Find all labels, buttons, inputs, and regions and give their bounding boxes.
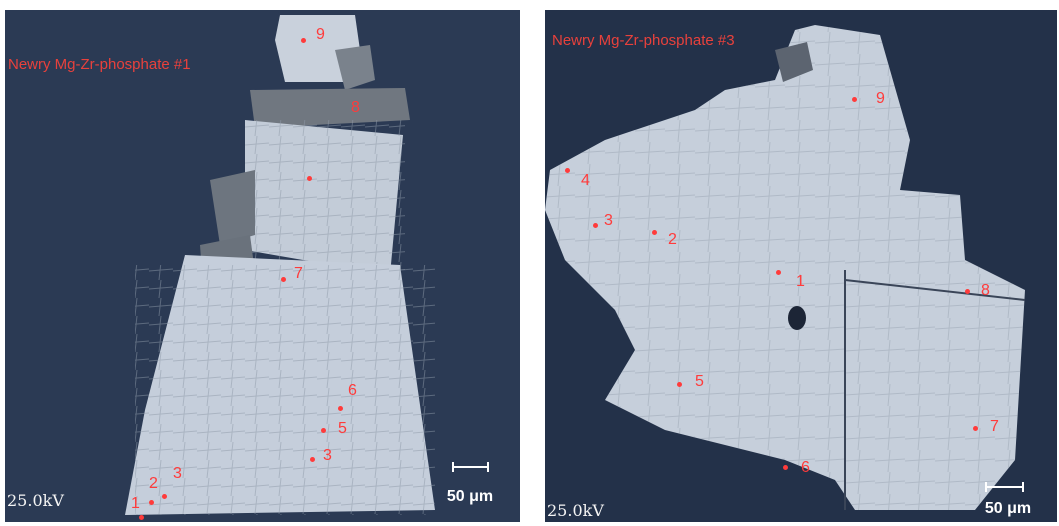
analysis-point	[281, 277, 286, 282]
point-label: 4	[581, 172, 590, 189]
point-label: 5	[695, 373, 704, 390]
right-grain-image	[545, 10, 1057, 522]
analysis-point	[677, 382, 682, 387]
point-label: 5	[338, 420, 347, 437]
point-label: 6	[801, 459, 810, 476]
point-label: 8	[981, 282, 990, 299]
point-label: 6	[348, 382, 357, 399]
left-micrograph: Newry Mg-Zr-phosphate #1 25.0kV 50 μm 9 …	[5, 10, 520, 522]
analysis-point	[852, 97, 857, 102]
point-label: 1	[796, 273, 805, 290]
analysis-point	[965, 289, 970, 294]
left-grain-image	[5, 10, 520, 522]
point-label: 3	[173, 465, 182, 482]
point-label: 7	[294, 265, 303, 282]
point-label: 7	[990, 418, 999, 435]
analysis-point	[783, 465, 788, 470]
point-label: 3	[323, 447, 332, 464]
point-label: 3	[604, 212, 613, 229]
right-micrograph: Newry Mg-Zr-phosphate #3 25.0kV 50 μm 9 …	[545, 10, 1057, 522]
analysis-point	[565, 168, 570, 173]
right-title: Newry Mg-Zr-phosphate #3	[552, 32, 735, 49]
point-label: 9	[876, 90, 885, 107]
analysis-point	[162, 494, 167, 499]
analysis-point	[301, 38, 306, 43]
analysis-point	[776, 270, 781, 275]
analysis-point	[139, 515, 144, 520]
point-label: 8	[351, 99, 360, 116]
analysis-point	[149, 500, 154, 505]
left-title: Newry Mg-Zr-phosphate #1	[8, 56, 191, 73]
right-scale-bar	[985, 482, 1024, 492]
point-label: 2	[668, 231, 677, 248]
point-label: 1	[131, 495, 140, 512]
left-voltage: 25.0kV	[7, 491, 64, 510]
left-scale-bar	[452, 462, 489, 472]
analysis-point	[593, 223, 598, 228]
right-voltage: 25.0kV	[547, 501, 604, 520]
point-label: 2	[149, 475, 158, 492]
analysis-point	[321, 428, 326, 433]
right-scale-label: 50 μm	[984, 500, 1032, 517]
analysis-point	[307, 176, 312, 181]
analysis-point	[652, 230, 657, 235]
analysis-point	[973, 426, 978, 431]
left-scale-label: 50 μm	[446, 488, 494, 505]
point-label: 9	[316, 26, 325, 43]
analysis-point	[338, 406, 343, 411]
analysis-point	[310, 457, 315, 462]
